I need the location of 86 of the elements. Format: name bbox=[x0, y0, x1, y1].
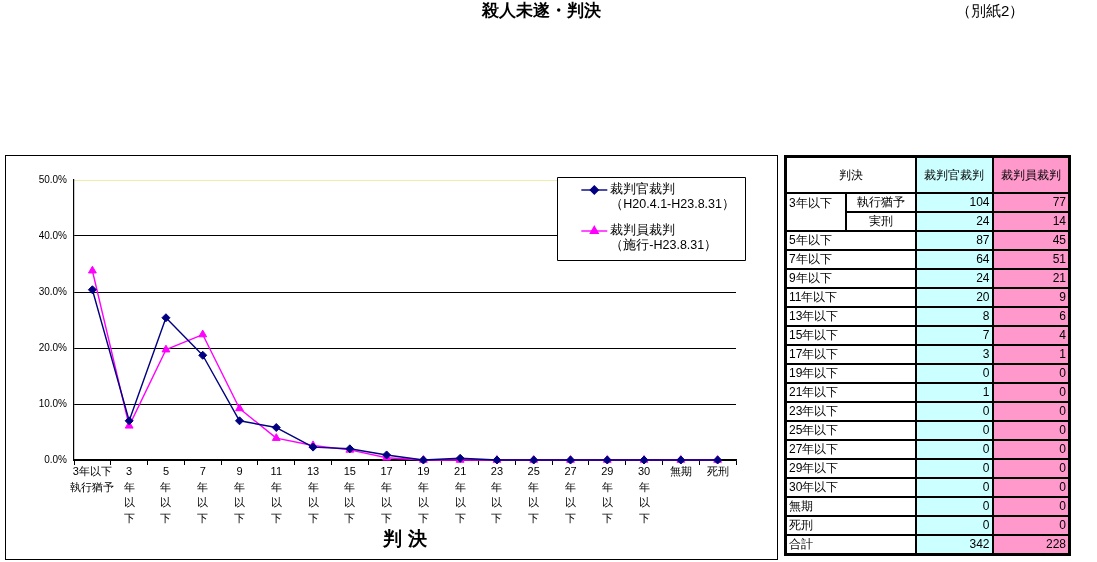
data-label: 0 bbox=[992, 459, 1070, 478]
x-axis-title: 判 決 bbox=[382, 527, 428, 549]
x-tick-label: 無期 bbox=[669, 465, 692, 478]
data-label: 0 bbox=[915, 459, 993, 478]
data-label: 0 bbox=[915, 478, 993, 497]
y-tick-label: 3年以下 bbox=[785, 193, 846, 231]
x-tick-label: 25年以下 bbox=[527, 465, 540, 524]
x-tick-label: 3年以下執行猶予 bbox=[70, 465, 115, 493]
data-label: 24 bbox=[915, 269, 993, 288]
y-tick-label: 21年以下 bbox=[785, 383, 916, 402]
data-label: 45 bbox=[992, 231, 1070, 250]
x-tick-label: 21年以下 bbox=[454, 465, 467, 524]
y-tick-label: 7年以下 bbox=[785, 250, 916, 269]
data-label: 87 bbox=[915, 231, 993, 250]
data-label: 0 bbox=[992, 516, 1070, 535]
text: （別紙2） bbox=[956, 1, 1025, 21]
y-tick-label: 13年以下 bbox=[785, 307, 916, 326]
y-tick-label: 0.0% bbox=[44, 453, 68, 465]
data-label: 24 bbox=[915, 212, 993, 231]
x-tick-label: 23年以下 bbox=[490, 465, 504, 524]
data-label: 77 bbox=[992, 193, 1070, 212]
x-tick-label: 17年以下 bbox=[380, 465, 393, 524]
y-tick-label: 10.0% bbox=[38, 397, 68, 409]
data-label: 4 bbox=[992, 326, 1070, 345]
y-tick-label: 23年以下 bbox=[785, 402, 916, 421]
data-label: 0 bbox=[915, 364, 993, 383]
x-tick-label: 9年以下 bbox=[234, 465, 245, 524]
data-label: 0 bbox=[992, 383, 1070, 402]
x-tick-label: 27年以下 bbox=[564, 465, 577, 524]
data-label: 0 bbox=[992, 421, 1070, 440]
y-tick-label: 25年以下 bbox=[785, 421, 916, 440]
data-label: 21 bbox=[992, 269, 1070, 288]
data-label: 9 bbox=[992, 288, 1070, 307]
y-tick-label: 50.0% bbox=[38, 173, 68, 185]
x-tick-label: 3年以下 bbox=[123, 465, 135, 524]
x-tick-label: 15年以下 bbox=[343, 465, 356, 524]
x-tick-label: 13年以下 bbox=[306, 465, 320, 524]
x-tick-label: 11年以下 bbox=[270, 465, 282, 524]
y-tick-label: 19年以下 bbox=[785, 364, 916, 383]
y-tick-label: 5年以下 bbox=[785, 231, 916, 250]
data-label: 1 bbox=[915, 383, 993, 402]
y-tick-label: 11年以下 bbox=[785, 288, 916, 307]
data-label: 64 bbox=[915, 250, 993, 269]
data-label: 0 bbox=[992, 402, 1070, 421]
data-label: 14 bbox=[992, 212, 1070, 231]
x-tick-label: 30年以下 bbox=[637, 465, 651, 524]
data-label: 228 bbox=[992, 535, 1070, 555]
y-tick-label: 15年以下 bbox=[785, 326, 916, 345]
data-label: 0 bbox=[915, 497, 993, 516]
data-label: 51 bbox=[992, 250, 1070, 269]
data-label: 0 bbox=[915, 440, 993, 459]
data-label: 342 bbox=[915, 535, 993, 555]
data-label: 0 bbox=[915, 402, 993, 421]
y-tick-label: 9年以下 bbox=[785, 269, 916, 288]
data-label: 3 bbox=[915, 345, 993, 364]
legend-label: 裁判官裁判（H20.4.1-H23.8.31） bbox=[610, 181, 736, 212]
y-tick-label: 合計 bbox=[785, 535, 916, 555]
data-label: 1 bbox=[992, 345, 1070, 364]
legend-label: 裁判員裁判（施行-H23.8.31） bbox=[610, 223, 718, 253]
chart-title: 殺人未遂・判決 bbox=[481, 1, 601, 20]
y-tick-label: 20.0% bbox=[38, 341, 68, 353]
data-label: 7 bbox=[915, 326, 993, 345]
y-tick-label: 27年以下 bbox=[785, 440, 916, 459]
x-tick-label: 29年以下 bbox=[601, 465, 614, 524]
x-tick-label: 5年以下 bbox=[160, 465, 172, 524]
data-label: 0 bbox=[992, 440, 1070, 459]
data-label: 0 bbox=[992, 497, 1070, 516]
data-label: 6 bbox=[992, 307, 1070, 326]
y2-tick-label: 実刑 bbox=[845, 212, 916, 231]
x-tick-label: 死刑 bbox=[706, 465, 729, 478]
x-tick-label: 裁判員裁判 bbox=[992, 156, 1070, 193]
data-label: 0 bbox=[992, 478, 1070, 497]
data-label: 104 bbox=[915, 193, 993, 212]
y-tick-label: 17年以下 bbox=[785, 345, 916, 364]
x-tick-label: 裁判官裁判 bbox=[915, 156, 993, 193]
data-label: 0 bbox=[992, 364, 1070, 383]
data-label: 0 bbox=[915, 516, 993, 535]
data-label: 0 bbox=[915, 421, 993, 440]
y-tick-label: 30.0% bbox=[38, 285, 68, 297]
y-axis-title: 判決 bbox=[785, 156, 916, 193]
x-tick-label: 19年以下 bbox=[417, 465, 430, 524]
y2-tick-label: 執行猶予 bbox=[845, 193, 916, 212]
y-tick-label: 40.0% bbox=[38, 229, 68, 241]
data-label: 20 bbox=[915, 288, 993, 307]
data-label: 8 bbox=[915, 307, 993, 326]
x-tick-label: 7年以下 bbox=[197, 465, 209, 524]
